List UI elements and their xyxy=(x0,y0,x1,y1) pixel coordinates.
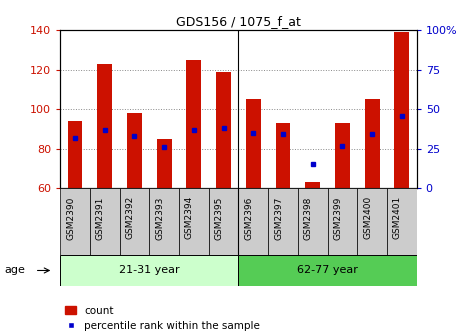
Text: GSM2396: GSM2396 xyxy=(244,196,253,240)
Bar xyxy=(157,139,172,188)
Bar xyxy=(209,188,238,255)
Text: GSM2394: GSM2394 xyxy=(185,196,194,240)
Text: GSM2400: GSM2400 xyxy=(363,196,372,240)
Bar xyxy=(97,64,112,188)
Bar xyxy=(335,123,350,188)
Bar xyxy=(394,32,409,188)
Text: GSM2398: GSM2398 xyxy=(304,196,313,240)
Bar xyxy=(187,60,201,188)
Bar xyxy=(179,188,209,255)
Bar xyxy=(387,188,417,255)
Bar xyxy=(68,121,82,188)
Bar xyxy=(246,99,261,188)
Bar xyxy=(119,188,149,255)
Bar xyxy=(268,188,298,255)
Text: 21-31 year: 21-31 year xyxy=(119,265,180,276)
Bar xyxy=(60,188,90,255)
Text: GSM2393: GSM2393 xyxy=(155,196,164,240)
Text: GSM2390: GSM2390 xyxy=(66,196,75,240)
Title: GDS156 / 1075_f_at: GDS156 / 1075_f_at xyxy=(176,15,301,28)
Text: 62-77 year: 62-77 year xyxy=(297,265,358,276)
Text: GSM2401: GSM2401 xyxy=(393,196,402,240)
Bar xyxy=(275,123,290,188)
Bar xyxy=(216,72,231,188)
Bar xyxy=(298,188,328,255)
Text: GSM2391: GSM2391 xyxy=(96,196,105,240)
Bar xyxy=(238,255,417,286)
Text: GSM2399: GSM2399 xyxy=(333,196,343,240)
Bar xyxy=(305,182,320,188)
Text: age: age xyxy=(5,265,25,276)
Bar xyxy=(365,99,380,188)
Bar xyxy=(149,188,179,255)
Text: GSM2392: GSM2392 xyxy=(125,196,134,240)
Bar xyxy=(60,255,238,286)
Bar xyxy=(127,113,142,188)
Bar xyxy=(90,188,119,255)
Bar xyxy=(238,188,268,255)
Text: GSM2395: GSM2395 xyxy=(214,196,224,240)
Text: GSM2397: GSM2397 xyxy=(274,196,283,240)
Legend: count, percentile rank within the sample: count, percentile rank within the sample xyxy=(65,305,260,331)
Bar xyxy=(328,188,357,255)
Bar xyxy=(357,188,387,255)
